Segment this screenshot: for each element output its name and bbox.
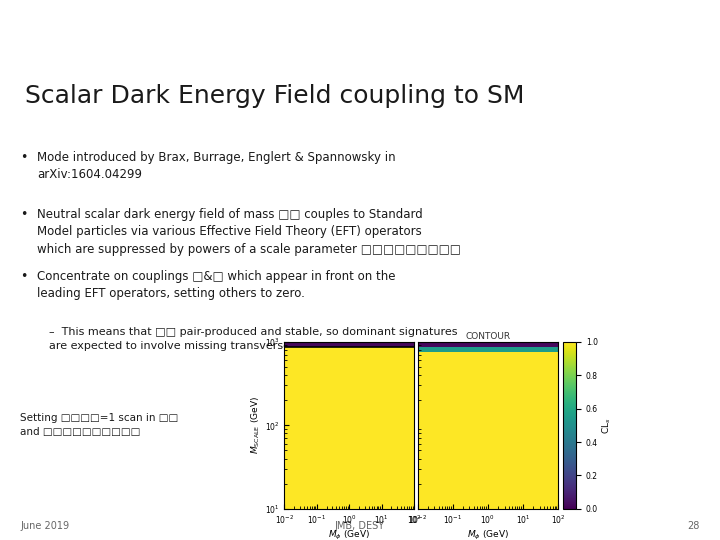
X-axis label: $M_\phi$ (GeV): $M_\phi$ (GeV) <box>467 529 509 540</box>
Text: June 2019: June 2019 <box>20 522 69 531</box>
Text: Concentrate on couplings □&□ which appear in front on the
leading EFT operators,: Concentrate on couplings □&□ which appea… <box>37 270 396 300</box>
Title: CONTOUR: CONTOUR <box>465 332 510 341</box>
Y-axis label: $M_\mathrm{SCALE}$ (GeV): $M_\mathrm{SCALE}$ (GeV) <box>249 396 262 454</box>
Text: JMB, DESY: JMB, DESY <box>335 522 385 531</box>
Y-axis label: CL$_s$: CL$_s$ <box>600 417 613 434</box>
Text: Mode introduced by Brax, Burrage, Englert & Spannowsky in
arXiv:1604.04299: Mode introduced by Brax, Burrage, Engler… <box>37 151 396 181</box>
Text: •: • <box>20 270 27 283</box>
Text: 28: 28 <box>688 522 700 531</box>
Text: –  This means that □□ pair-produced and stable, so dominant signatures
are expec: – This means that □□ pair-produced and s… <box>49 327 457 351</box>
Text: Setting □□□□=1 scan in □□
and □□□□□□□□□□: Setting □□□□=1 scan in □□ and □□□□□□□□□□ <box>20 413 179 437</box>
X-axis label: $M_\phi$ (GeV): $M_\phi$ (GeV) <box>328 529 370 540</box>
Text: Scalar Dark Energy Field coupling to SM: Scalar Dark Energy Field coupling to SM <box>25 84 525 107</box>
Text: •: • <box>20 151 27 164</box>
Text: Neutral scalar dark energy field of mass □□ couples to Standard
Model particles : Neutral scalar dark energy field of mass… <box>37 208 462 256</box>
Text: •: • <box>20 208 27 221</box>
Text: ⚠UCL: ⚠UCL <box>647 27 702 45</box>
